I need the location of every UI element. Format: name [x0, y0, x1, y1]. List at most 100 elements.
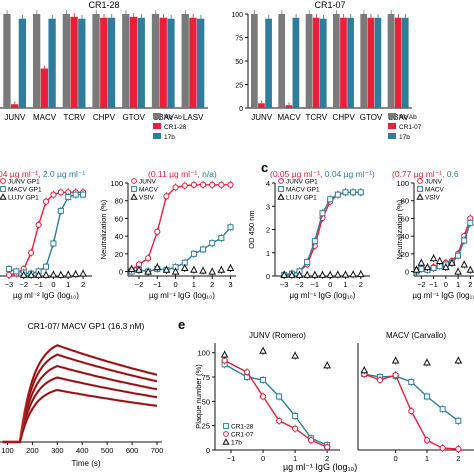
bar-macv-0: [278, 14, 286, 108]
x-tick-label: 2: [456, 454, 460, 463]
data-point: [227, 224, 234, 231]
y-tick-label: 0: [405, 268, 409, 277]
legend-marker: [0, 193, 7, 200]
legend-marker: [223, 431, 229, 437]
x-axis-label: µg ml⁻² IgG (log₁₀): [13, 291, 79, 300]
x-tick-label: −3: [5, 280, 14, 289]
data-point: [259, 393, 267, 400]
data-point: [291, 351, 299, 359]
y-tick-label: 50: [235, 59, 243, 66]
x-tick-label: 300: [51, 446, 64, 455]
chart-title: MACV (Carvallo): [386, 331, 446, 340]
y-tick-label: 25: [202, 422, 210, 431]
x-tick-label: 0: [328, 280, 332, 289]
legend-swatch: [388, 133, 396, 139]
x-tick-label: 700: [151, 446, 164, 455]
legend-label: LUJV GP1: [8, 195, 39, 202]
sensor-curve-fit-3: [2, 377, 158, 443]
legend-label: JUNV: [139, 179, 157, 186]
series-line-1: [284, 191, 361, 276]
bar-junv-2: [18, 18, 27, 109]
data-point: [217, 265, 226, 273]
data-point: [180, 263, 189, 272]
legend-marker: [222, 438, 230, 445]
legend-swatch: [153, 113, 161, 119]
y-tick-label: 40: [115, 232, 123, 241]
x-tick-label: −2: [417, 280, 426, 289]
legend-marker: [0, 186, 6, 192]
chart-subtitle: 04 µg ml⁻¹, 2.0 µg ml⁻¹: [0, 169, 85, 179]
plaque-chart-macv: 0 1 2 MACV (Carvallo): [357, 331, 474, 463]
x-tick-label: −1: [311, 280, 320, 289]
x-tick-label: 1: [343, 280, 347, 289]
legend-swatch: [153, 123, 161, 129]
y-tick-label: 3: [266, 202, 270, 211]
y-axis-label: Plaque number (%): [194, 364, 203, 429]
data-point: [342, 189, 349, 196]
x-tick-label: −1: [429, 280, 438, 289]
bar-junv-0: [3, 14, 11, 108]
category-label: TCRV: [306, 113, 328, 122]
data-point: [208, 267, 217, 275]
data-point: [292, 412, 299, 419]
data-point: [226, 263, 235, 272]
y-tick-label: 100: [110, 179, 123, 188]
data-point: [455, 417, 462, 424]
bar-lasv-0: [181, 14, 189, 108]
bar-tcrv-1: [312, 17, 320, 108]
bar-chpv-0: [333, 14, 340, 108]
subtitle-part-1: (0.11 µg ml⁻¹,: [148, 169, 202, 179]
legend-swatch: [153, 133, 161, 139]
subtitle-part-1: (0.05 µg ml⁻¹,: [270, 169, 325, 179]
y-tick-label: 20: [401, 250, 409, 259]
legend-swatch: [388, 113, 396, 119]
y-tick-label: 100: [197, 349, 210, 358]
data-point: [435, 256, 444, 264]
bar-gtov-2: [374, 17, 382, 108]
legend-label: LUJV GP1: [286, 195, 317, 202]
x-tick-label: 1: [293, 454, 297, 463]
data-point: [460, 260, 469, 268]
x-tick-label: 0: [174, 280, 178, 289]
category-label: TCRV: [63, 113, 85, 122]
x-axis-label: µg ml⁻¹ IgG (log₁₀): [149, 291, 215, 300]
data-point: [356, 270, 365, 278]
bar-junv-2: [265, 18, 272, 109]
category-label: SBAV: [388, 113, 409, 122]
data-point: [163, 193, 170, 200]
legend-label: MACV GP1: [286, 187, 320, 194]
data-point: [154, 228, 161, 235]
data-point: [65, 193, 72, 200]
category-label: JUNV: [251, 113, 273, 122]
data-point: [430, 265, 437, 272]
chart-subtitle: (0.05 µg ml⁻¹, 0.04 µg ml⁻¹): [270, 169, 375, 179]
data-point: [13, 268, 20, 275]
data-point: [276, 417, 283, 424]
legend-marker: [131, 186, 137, 192]
chart-title: CR1-07/ MACV GP1 (16.3 nM): [28, 321, 145, 331]
legend-label: 17b: [399, 134, 410, 141]
legend-marker: [130, 193, 138, 200]
x-tick-label: 1: [192, 280, 196, 289]
data-point: [391, 356, 400, 364]
bar-tcrv-2: [78, 18, 86, 109]
bar-gtov-2: [137, 17, 145, 108]
subtitle-part-1: 04 µg ml⁻¹,: [0, 169, 43, 179]
data-point: [72, 191, 79, 198]
legend-label: MACV: [139, 187, 158, 194]
bar-lasv-2: [197, 18, 205, 109]
category-label: CHPV: [93, 113, 116, 122]
data-point: [199, 181, 207, 188]
data-point: [181, 182, 188, 189]
x-tick-label: −1: [34, 280, 43, 289]
x-tick-label: 0: [444, 280, 448, 289]
x-tick-label: 0: [261, 454, 265, 463]
series-line-1: [8, 193, 84, 275]
x-tick-label: −1: [153, 280, 162, 289]
x-tick-label: 1: [456, 280, 460, 289]
data-point: [288, 270, 296, 278]
data-point: [42, 198, 50, 205]
y-axis-label: Neutralization (%): [99, 199, 108, 259]
legend-label: VSIV: [425, 195, 440, 202]
data-point: [417, 258, 426, 266]
